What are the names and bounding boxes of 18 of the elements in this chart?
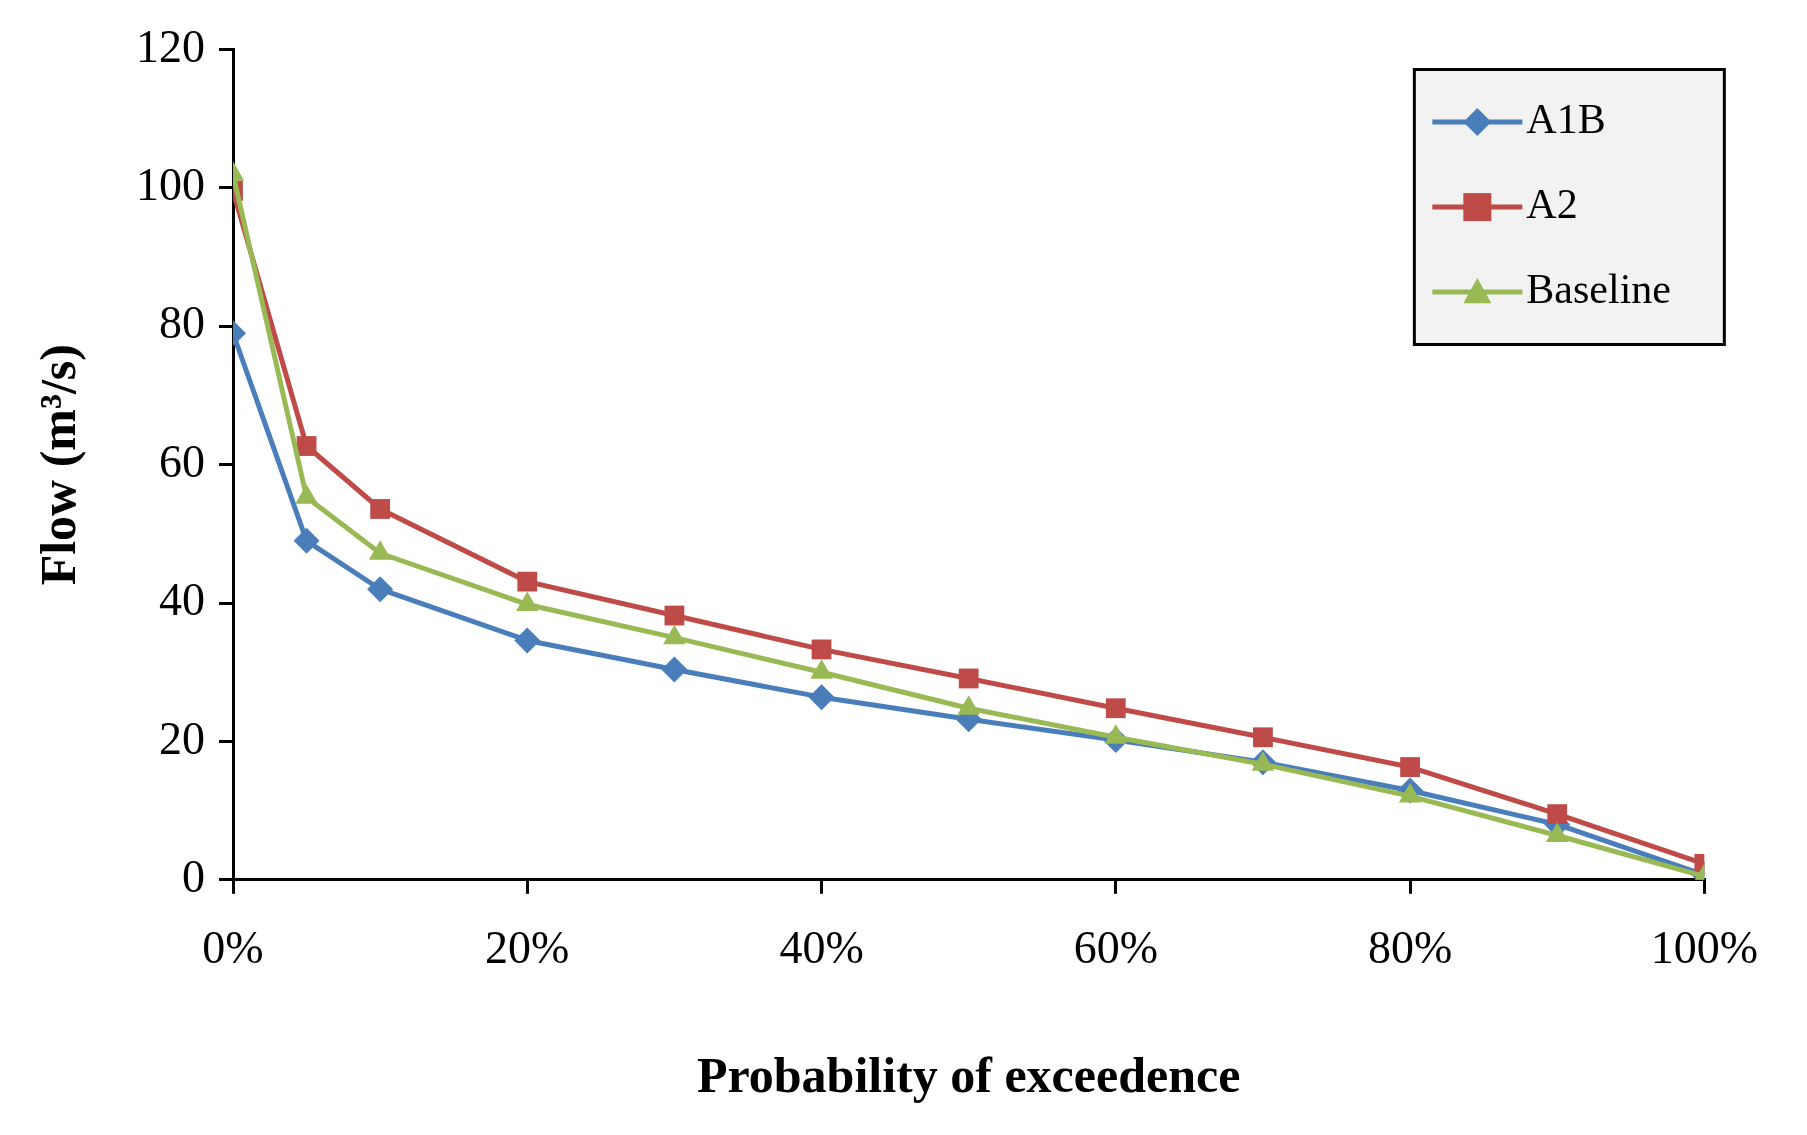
y-tick-label: 60 (159, 435, 205, 487)
y-tick-label: 120 (136, 20, 205, 72)
x-axis-title: Probability of exceedence (696, 1046, 1241, 1103)
x-tick-label: 80% (1367, 922, 1453, 974)
y-tick-label: 100 (136, 159, 205, 211)
y-axis-title: Flow (m³/s) (29, 344, 86, 586)
x-tick-label: 0% (202, 922, 264, 974)
legend-label: A1B (1526, 96, 1606, 143)
y-tick-label: 0 (182, 850, 205, 902)
y-tick-label: 40 (159, 574, 205, 626)
legend-label: A2 (1526, 181, 1578, 228)
legend-label: Baseline (1526, 266, 1671, 313)
x-tick-label: 60% (1073, 922, 1158, 974)
x-tick-label: 20% (485, 922, 570, 974)
y-tick-label: 80 (159, 297, 205, 349)
x-tick-label: 100% (1650, 922, 1758, 974)
y-tick-label: 20 (159, 712, 205, 764)
x-tick-label: 40% (779, 922, 864, 974)
